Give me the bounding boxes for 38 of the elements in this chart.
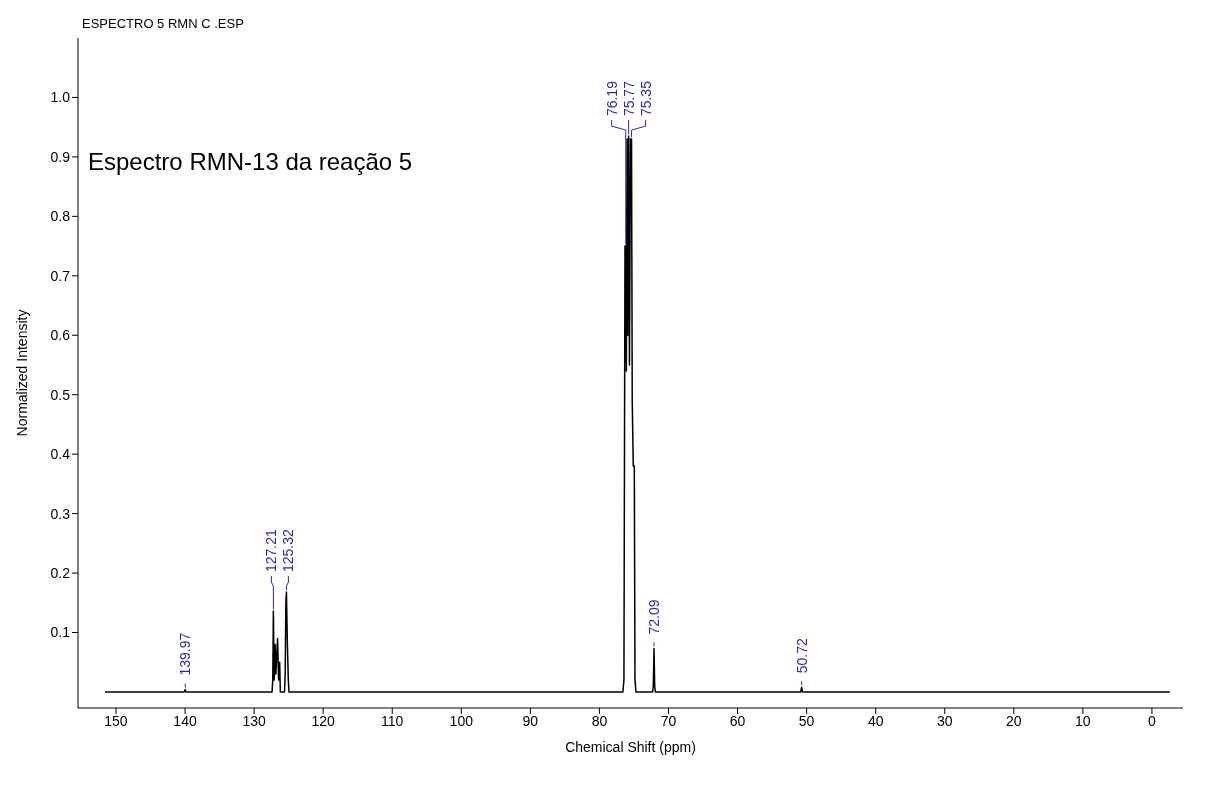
x-tick-label: 120 bbox=[311, 712, 336, 729]
x-tick-label: 130 bbox=[242, 712, 266, 729]
annotation: 75.35 bbox=[637, 80, 654, 117]
x-tick-label: 70 bbox=[660, 712, 677, 729]
x-tick-label: 80 bbox=[591, 712, 608, 729]
y-tick-label: 0.5 bbox=[50, 386, 71, 403]
y-tick-label: 0.9 bbox=[50, 148, 71, 165]
x-tick-label: 50 bbox=[798, 712, 815, 729]
x-tick-label: 110 bbox=[381, 712, 404, 729]
x-tick-label: 140 bbox=[173, 712, 197, 729]
annotation: 50.72 bbox=[793, 637, 810, 674]
y-tick-label: 0.3 bbox=[50, 505, 71, 522]
x-tick-label: 90 bbox=[522, 712, 539, 729]
annotation: 125.32 bbox=[280, 529, 297, 573]
chart-title: ESPECTRO 5 RMN C .ESP bbox=[82, 16, 244, 31]
y-axis-title: Normalized Intensity bbox=[13, 309, 30, 437]
y-tick-label: 0.6 bbox=[50, 327, 71, 344]
annotation: 76.19 bbox=[603, 80, 620, 117]
annotation: Espectro RMN-13 da reação 5 bbox=[88, 148, 413, 176]
annotation: 139.97 bbox=[177, 632, 194, 676]
y-tick-label: 0.1 bbox=[50, 624, 71, 641]
x-tick-label: 60 bbox=[729, 712, 746, 729]
x-tick-label: 20 bbox=[1006, 712, 1022, 729]
x-tick-label: 40 bbox=[867, 712, 884, 729]
x-tick-label: 150 bbox=[104, 712, 128, 729]
y-tick-label: 0.7 bbox=[50, 267, 71, 284]
x-axis-title: Chemical Shift (ppm) bbox=[565, 739, 696, 755]
y-tick-label: 0.2 bbox=[50, 565, 71, 582]
annotation: 75.77 bbox=[620, 80, 637, 117]
x-tick-label: 10 bbox=[1075, 712, 1091, 729]
x-tick-label: 30 bbox=[936, 712, 953, 729]
x-tick-label: 0 bbox=[1148, 712, 1157, 729]
annotation: 127.21 bbox=[263, 529, 280, 573]
y-tick-label: 0.4 bbox=[50, 446, 71, 463]
y-tick-label: 1.0 bbox=[50, 89, 71, 106]
y-tick-label: 0.8 bbox=[50, 208, 71, 225]
x-tick-label: 100 bbox=[449, 712, 474, 729]
annotation: 72.09 bbox=[645, 599, 662, 635]
